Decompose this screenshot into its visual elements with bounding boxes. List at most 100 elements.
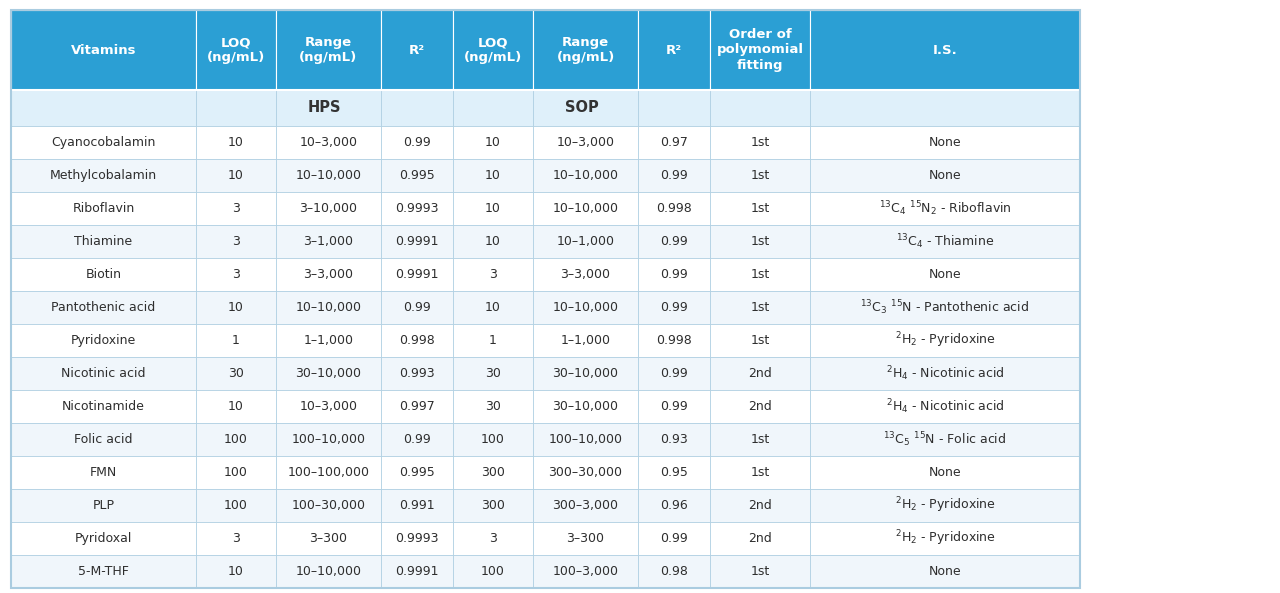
Bar — [453, 456, 532, 489]
Text: 10–10,000: 10–10,000 — [296, 169, 361, 182]
Text: 0.98: 0.98 — [660, 565, 687, 578]
Text: 1st: 1st — [750, 334, 769, 347]
Text: R²: R² — [408, 43, 425, 56]
Text: Riboflavin: Riboflavin — [73, 202, 134, 215]
Text: 300: 300 — [481, 499, 504, 512]
Text: 100: 100 — [224, 433, 248, 446]
Bar — [453, 10, 532, 90]
Text: 10–3,000: 10–3,000 — [300, 400, 357, 413]
Text: 10: 10 — [485, 235, 500, 248]
Bar — [532, 555, 637, 588]
Text: 100–10,000: 100–10,000 — [292, 433, 366, 446]
Bar — [381, 126, 453, 159]
Text: 1–1,000: 1–1,000 — [303, 334, 353, 347]
Bar — [637, 456, 710, 489]
Bar — [810, 324, 1080, 357]
Bar — [532, 159, 637, 192]
Bar — [381, 258, 453, 291]
Bar — [637, 390, 710, 423]
Bar — [710, 225, 810, 258]
Text: 100: 100 — [224, 499, 248, 512]
Text: LOQ
(ng/mL): LOQ (ng/mL) — [207, 36, 265, 64]
Text: None: None — [929, 169, 961, 182]
Bar — [532, 357, 637, 390]
Bar — [710, 456, 810, 489]
Text: Thiamine: Thiamine — [74, 235, 133, 248]
Bar — [810, 423, 1080, 456]
Bar — [532, 192, 637, 225]
Bar — [532, 258, 637, 291]
Bar — [810, 357, 1080, 390]
Text: 0.99: 0.99 — [660, 367, 687, 380]
Text: $^{13}$C$_3$ $^{15}$N - Pantothenic acid: $^{13}$C$_3$ $^{15}$N - Pantothenic acid — [860, 298, 1029, 317]
Text: 3–10,000: 3–10,000 — [300, 202, 357, 215]
Bar — [381, 159, 453, 192]
Text: 100: 100 — [224, 466, 248, 479]
Text: None: None — [929, 466, 961, 479]
Bar — [710, 90, 810, 126]
Bar — [12, 390, 196, 423]
Text: $^{13}$C$_5$ $^{15}$N - Folic acid: $^{13}$C$_5$ $^{15}$N - Folic acid — [883, 430, 1006, 449]
Text: 0.997: 0.997 — [399, 400, 435, 413]
Bar — [532, 423, 637, 456]
Text: $^2$H$_4$ - Nicotinic acid: $^2$H$_4$ - Nicotinic acid — [886, 397, 1005, 416]
Bar — [637, 291, 710, 324]
Bar — [710, 192, 810, 225]
Bar — [637, 159, 710, 192]
Text: 0.99: 0.99 — [403, 301, 431, 314]
Text: Vitamins: Vitamins — [70, 43, 136, 56]
Text: Order of
polymomial
fitting: Order of polymomial fitting — [717, 28, 804, 72]
Text: 10: 10 — [228, 169, 244, 182]
Text: 0.998: 0.998 — [657, 334, 692, 347]
Text: 3: 3 — [232, 532, 239, 545]
Text: Folic acid: Folic acid — [74, 433, 133, 446]
Text: 100–30,000: 100–30,000 — [292, 499, 366, 512]
Text: 0.99: 0.99 — [660, 532, 687, 545]
Text: 30–10,000: 30–10,000 — [553, 367, 618, 380]
Bar — [453, 126, 532, 159]
Bar — [276, 390, 381, 423]
Bar — [276, 90, 381, 126]
Text: 0.95: 0.95 — [660, 466, 687, 479]
Text: 0.995: 0.995 — [399, 169, 435, 182]
Text: Nicotinic acid: Nicotinic acid — [61, 367, 146, 380]
Bar — [196, 522, 276, 555]
Text: 3–3,000: 3–3,000 — [303, 268, 353, 281]
Text: Range
(ng/mL): Range (ng/mL) — [300, 36, 357, 64]
Text: 2nd: 2nd — [748, 532, 772, 545]
Bar — [710, 423, 810, 456]
Text: 3: 3 — [232, 268, 239, 281]
Text: 1st: 1st — [750, 136, 769, 149]
Bar — [637, 489, 710, 522]
Bar — [637, 126, 710, 159]
Text: 1: 1 — [232, 334, 239, 347]
Text: 0.97: 0.97 — [660, 136, 687, 149]
Bar — [381, 555, 453, 588]
Text: 0.998: 0.998 — [399, 334, 435, 347]
Bar — [810, 456, 1080, 489]
Bar — [276, 489, 381, 522]
Bar — [196, 10, 276, 90]
Text: $^{13}$C$_4$ - Thiamine: $^{13}$C$_4$ - Thiamine — [896, 232, 995, 251]
Text: 3–1,000: 3–1,000 — [303, 235, 353, 248]
Bar — [196, 324, 276, 357]
Bar — [637, 357, 710, 390]
Bar — [710, 357, 810, 390]
Text: 10: 10 — [228, 301, 244, 314]
Text: 100: 100 — [481, 565, 504, 578]
Bar — [381, 10, 453, 90]
Bar — [381, 423, 453, 456]
Text: 10: 10 — [485, 136, 500, 149]
Bar — [532, 522, 637, 555]
Text: 300–30,000: 300–30,000 — [549, 466, 622, 479]
Bar — [637, 522, 710, 555]
Text: 100–3,000: 100–3,000 — [553, 565, 618, 578]
Bar — [637, 324, 710, 357]
Bar — [381, 225, 453, 258]
Bar — [196, 390, 276, 423]
Bar — [381, 390, 453, 423]
Bar — [810, 126, 1080, 159]
Bar — [710, 159, 810, 192]
Bar — [453, 522, 532, 555]
Text: Methylcobalamin: Methylcobalamin — [50, 169, 157, 182]
